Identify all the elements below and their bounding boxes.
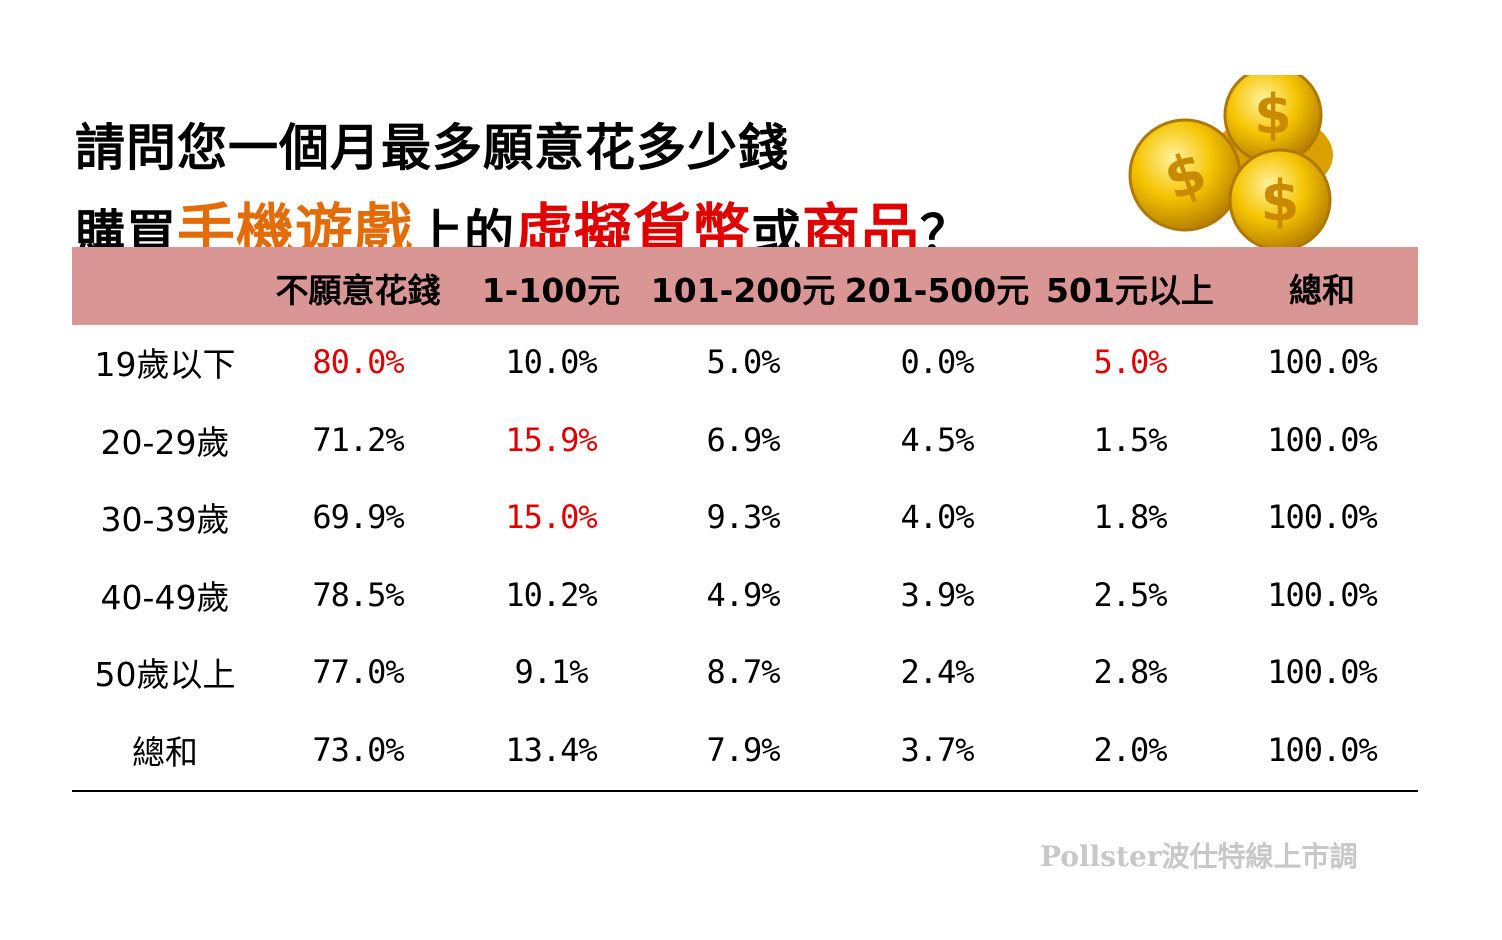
table-cell: 5.0% — [706, 343, 780, 381]
source: Pollster波仕特線上市調 — [1040, 840, 1358, 873]
column-header: 501元以上 — [1046, 271, 1214, 310]
table-cell: 15.0% — [505, 498, 597, 537]
column-header: 1-100元 — [481, 271, 621, 310]
table-cell: 100.0% — [1267, 653, 1378, 692]
row-label: 總和 — [132, 733, 198, 772]
row-label: 20-29歲 — [100, 422, 230, 462]
column-header: 101-200元 — [650, 271, 836, 310]
table-cell: 100.0% — [1267, 731, 1378, 769]
row-label: 50歲以上 — [94, 655, 236, 695]
table-cell: 100.0% — [1267, 420, 1378, 459]
column-header: 201-500元 — [844, 271, 1030, 310]
table-cell: 73.0% — [312, 731, 404, 769]
table-cell: 2.4% — [900, 653, 974, 692]
table-cell: 3.7% — [900, 731, 974, 769]
table-cell: 100.0% — [1267, 343, 1378, 381]
table-cell: 4.9% — [706, 575, 780, 614]
header-band — [72, 247, 1418, 325]
table-cell: 77.0% — [312, 653, 404, 692]
table-cell: 4.5% — [900, 420, 974, 459]
table-cell: 100.0% — [1267, 575, 1378, 614]
svg-text:$: $ — [1254, 83, 1292, 146]
table-cell: 13.4% — [505, 731, 597, 769]
bottom-rule — [72, 790, 1418, 792]
svg-text:$: $ — [1261, 169, 1300, 234]
table-cell: 7.9% — [706, 731, 780, 769]
table-cell: 100.0% — [1267, 498, 1378, 537]
table-cell: 9.1% — [514, 653, 588, 692]
column-header: 總和 — [1289, 271, 1355, 310]
table-cell: 78.5% — [312, 575, 404, 614]
row-label: 30-39歲 — [100, 500, 230, 540]
table-cell: 3.9% — [900, 575, 974, 614]
table-cell: 1.5% — [1093, 420, 1167, 459]
table-cell: 9.3% — [706, 498, 780, 537]
table-cell: 0.0% — [900, 343, 974, 381]
column-header: 不願意花錢 — [275, 271, 441, 310]
title-line1: 請問您一個月最多願意花多少錢 — [75, 119, 789, 177]
table-cell: 2.5% — [1093, 575, 1167, 614]
table-cell: 69.9% — [312, 498, 404, 537]
coins-icon: $ $ $ — [1128, 75, 1333, 252]
table-cell: 10.2% — [505, 575, 597, 614]
table-cell: 80.0% — [312, 343, 404, 381]
table-cell: 8.7% — [706, 653, 780, 692]
table-cell: 5.0% — [1093, 343, 1167, 381]
table-cell: 6.9% — [706, 420, 780, 459]
row-label: 40-49歲 — [100, 577, 230, 617]
table-cell: 2.8% — [1093, 653, 1167, 692]
table-cell: 1.8% — [1093, 498, 1167, 537]
table-cell: 71.2% — [312, 420, 404, 459]
table-cell: 10.0% — [505, 343, 597, 381]
table-cell: 4.0% — [900, 498, 974, 537]
table-cell: 2.0% — [1093, 731, 1167, 769]
row-label: 19歲以下 — [94, 345, 236, 384]
table-cell: 15.9% — [505, 420, 597, 459]
